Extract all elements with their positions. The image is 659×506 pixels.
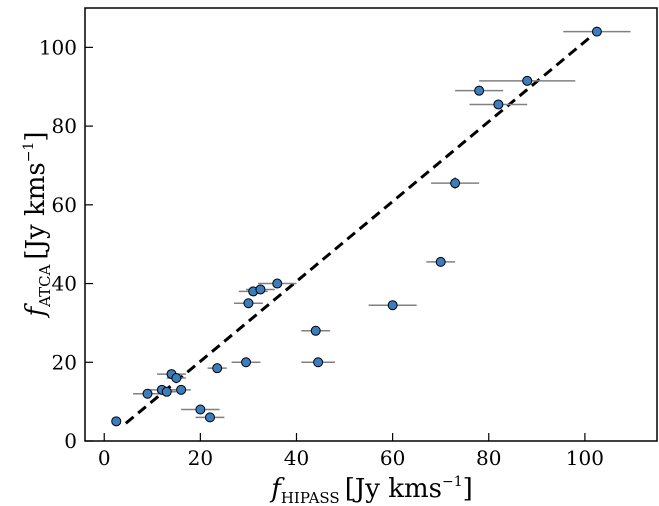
errorbar-layer [113,30,631,423]
y-tick-label-60: 60 [52,193,77,217]
data-point-17 [387,300,398,311]
fit-line-layer [124,30,598,425]
ticks: 0 20 40 60 80 100 0 20 40 60 80 100 [39,35,604,470]
x-axis-label-close: ] [463,474,473,504]
data-point-15 [310,325,321,336]
y-axis-label-sup: −1 [21,142,37,163]
y-axis-label-close: ] [21,131,51,141]
data-point-0 [111,416,122,427]
data-point-10 [241,357,252,368]
data-point-11 [243,298,254,309]
data-point-8 [204,412,215,423]
x-tick-label-80: 80 [476,446,501,470]
x-axis-label-sub: HIPASS [281,489,340,506]
x-tick-label-60: 60 [380,446,405,470]
x-axis-label-sup: −1 [442,474,463,490]
data-point-9 [212,363,223,374]
y-tick-label-0: 0 [64,429,77,453]
x-axis-label: fHIPASS [Jy kms−1] [269,474,473,506]
y-tick-label-80: 80 [52,114,77,138]
fit-line [124,30,598,425]
data-point-14 [272,278,283,289]
data-point-3 [161,386,172,397]
data-point-16 [313,357,324,368]
y-axis-label-unit: [Jy kms [21,162,51,259]
x-tick-label-20: 20 [188,446,213,470]
x-axis-label-unit: [Jy kms [345,474,442,504]
y-tick-label-20: 20 [52,350,77,374]
y-axis-label: fATCA[Jy kms−1] [21,131,54,318]
y-axis-label-sub: ATCA [36,264,54,307]
points-layer [111,26,602,427]
data-point-18 [435,256,446,267]
data-point-23 [591,26,602,37]
plot-frame [84,7,658,442]
y-tick-label-100: 100 [39,35,77,59]
y-tick-label-40: 40 [52,272,77,296]
axes [84,7,658,442]
data-point-20 [474,85,485,96]
data-point-21 [493,99,504,110]
data-point-5 [171,373,182,384]
x-tick-label-0: 0 [98,446,111,470]
data-point-13 [255,284,266,295]
data-point-6 [176,384,187,395]
data-point-22 [522,75,533,86]
data-point-19 [450,178,461,189]
data-point-7 [195,404,206,415]
x-tick-label-100: 100 [566,446,604,470]
x-tick-label-40: 40 [284,446,309,470]
data-point-1 [142,388,153,399]
